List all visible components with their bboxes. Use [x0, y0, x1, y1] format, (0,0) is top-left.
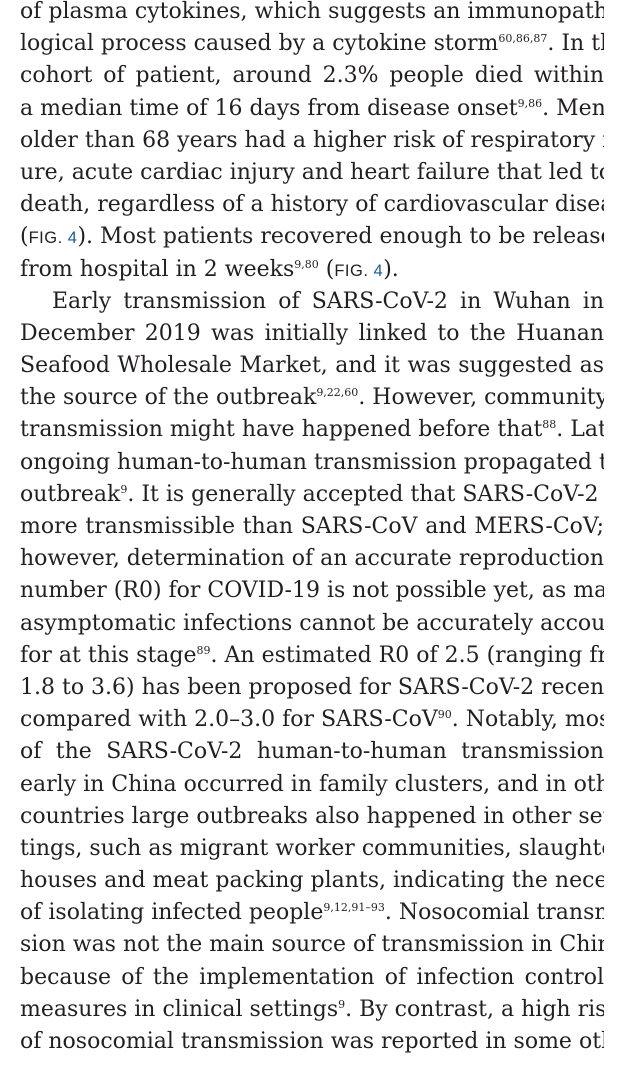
text-run: number (R0) for COVID-19 is not possible… — [20, 578, 604, 604]
text-run: of nosocomial transmission was reported … — [20, 1029, 604, 1054]
text-line: outbreak9. It is generally accepted that… — [20, 479, 604, 511]
text-line: (FIG. 4). Most patients recovered enough… — [20, 221, 604, 253]
text-run: sion was not the main source of transmis… — [20, 932, 604, 958]
text-line: older than 68 years had a higher risk of… — [20, 125, 604, 157]
text-line: measures in clinical settings9. By contr… — [20, 994, 604, 1026]
text-line: compared with 2.0–3.0 for SARS-CoV90. No… — [20, 704, 604, 736]
figure-reference-link[interactable]: FIG. 4 — [29, 229, 78, 247]
text-line: ongoing human-to-human transmission prop… — [20, 447, 604, 479]
text-run: the source of the outbreak — [20, 385, 317, 411]
text-run: tings, such as migrant worker communitie… — [20, 835, 604, 861]
text-run: cohort of patient, around 2.3% people di… — [20, 63, 604, 89]
text-line: transmission might have happened before … — [20, 414, 604, 446]
text-run: 1.8 to 3.6) has been proposed for SARS-C… — [20, 674, 604, 700]
figure-reference-label: FIG. — [28, 229, 63, 248]
text-run: however, determination of an accurate re… — [20, 546, 604, 572]
text-run: outbreak — [20, 481, 121, 507]
text-run: Early transmission of SARS-CoV-2 in Wuha… — [52, 288, 604, 314]
text-line: a median time of 16 days from disease on… — [20, 93, 604, 125]
citation-superscript[interactable]: 9,22,60 — [316, 386, 359, 400]
text-run: . Notably, most — [451, 707, 604, 733]
text-run: . However, community — [358, 385, 604, 411]
text-line: tings, such as migrant worker communitie… — [20, 833, 604, 865]
text-run: asymptomatic infections cannot be accura… — [20, 610, 604, 636]
text-run: of plasma cytokines, which suggests an i… — [20, 0, 604, 24]
text-line: because of the implementation of infecti… — [20, 962, 604, 994]
text-run: early in China occurred in family cluste… — [20, 771, 604, 797]
body-text-column: of plasma cytokines, which suggests an i… — [20, 0, 604, 1058]
text-run: death, regardless of a history of cardio… — [20, 192, 604, 218]
text-line: early in China occurred in family cluste… — [20, 769, 604, 801]
text-run: from hospital in 2 weeks — [20, 256, 295, 282]
text-run: more transmissible than SARS-CoV and MER… — [20, 514, 604, 539]
text-line: of plasma cytokines, which suggests an i… — [20, 0, 604, 28]
text-run: measures in clinical settings — [20, 996, 339, 1022]
text-run: . Nosocomial transmis- — [384, 900, 604, 926]
text-run: for at this stage — [20, 642, 197, 668]
text-run: compared with 2.0–3.0 for SARS-CoV — [20, 707, 438, 733]
text-run: of the SARS-CoV-2 human-to-human transmi… — [20, 739, 604, 765]
paragraph-first-line: Early transmission of SARS-CoV-2 in Wuha… — [20, 286, 604, 318]
text-run: older than 68 years had a higher risk of… — [20, 127, 604, 153]
text-line: number (R0) for COVID-19 is not possible… — [20, 575, 604, 607]
text-line: sion was not the main source of transmis… — [20, 929, 604, 961]
text-line: cohort of patient, around 2.3% people di… — [20, 60, 604, 92]
text-run: of isolating infected people — [20, 900, 324, 926]
citation-superscript[interactable]: 9 — [120, 482, 128, 496]
text-line: more transmissible than SARS-CoV and MER… — [20, 511, 604, 543]
text-line: Seafood Wholesale Market, and it was sug… — [20, 350, 604, 382]
text-line: the source of the outbreak9,22,60. Howev… — [20, 382, 604, 414]
figure-reference-label: FIG. — [334, 261, 369, 280]
figure-reference-number: 4 — [67, 229, 78, 248]
citation-superscript[interactable]: 60,86,87 — [498, 32, 548, 46]
text-line: December 2019 was initially linked to th… — [20, 318, 604, 350]
text-line: of the SARS-CoV-2 human-to-human transmi… — [20, 736, 604, 768]
text-line: of isolating infected people9,12,91–93. … — [20, 897, 604, 929]
text-run: ). — [383, 256, 399, 282]
text-line: from hospital in 2 weeks9,80 (FIG. 4). — [20, 254, 604, 286]
text-run: because of the implementation of infecti… — [20, 964, 604, 990]
text-line: logical process caused by a cytokine sto… — [20, 28, 604, 60]
text-run: . It is generally accepted that SARS-CoV… — [127, 481, 604, 507]
text-run: . Men — [542, 95, 604, 121]
text-line: however, determination of an accurate re… — [20, 543, 604, 575]
text-line: for at this stage89. An estimated R0 of … — [20, 640, 604, 672]
text-line: countries large outbreaks also happened … — [20, 801, 604, 833]
text-run: transmission might have happened before … — [20, 417, 543, 443]
text-line: of nosocomial transmission was reported … — [20, 1026, 604, 1058]
text-run: . In this — [547, 31, 604, 57]
text-run: logical process caused by a cytokine sto… — [20, 31, 499, 57]
text-run: . By contrast, a high risk — [345, 996, 604, 1022]
citation-superscript[interactable]: 9,80 — [294, 257, 319, 271]
text-run: ( — [20, 224, 29, 250]
text-run: ). Most patients recovered enough to be … — [77, 224, 604, 250]
citation-superscript[interactable]: 88 — [542, 418, 557, 432]
citation-superscript[interactable]: 89 — [196, 643, 211, 657]
text-line: 1.8 to 3.6) has been proposed for SARS-C… — [20, 672, 604, 704]
citation-superscript[interactable]: 90 — [437, 708, 452, 722]
text-run: . An estimated R0 of 2.5 (ranging from — [210, 642, 604, 668]
text-line: ure, acute cardiac injury and heart fail… — [20, 157, 604, 189]
text-run: ( — [318, 256, 335, 282]
figure-reference-number: 4 — [373, 261, 384, 280]
text-run: Seafood Wholesale Market, and it was sug… — [20, 353, 604, 379]
text-line: asymptomatic infections cannot be accura… — [20, 608, 604, 640]
figure-reference-link[interactable]: FIG. 4 — [334, 262, 383, 280]
text-line: death, regardless of a history of cardio… — [20, 189, 604, 221]
text-run: . Later, — [556, 417, 604, 443]
text-run: ure, acute cardiac injury and heart fail… — [20, 159, 604, 185]
citation-superscript[interactable]: 9,86 — [517, 96, 543, 110]
citation-superscript[interactable]: 9 — [338, 997, 346, 1011]
text-run: houses and meat packing plants, indicati… — [20, 868, 604, 894]
text-run: December 2019 was initially linked to th… — [20, 320, 604, 346]
text-run: ongoing human-to-human transmission prop… — [20, 449, 604, 475]
citation-superscript[interactable]: 9,12,91–93 — [323, 901, 385, 915]
text-line: houses and meat packing plants, indicati… — [20, 865, 604, 897]
text-run: a median time of 16 days from disease on… — [20, 95, 518, 121]
text-run: countries large outbreaks also happened … — [20, 803, 604, 829]
